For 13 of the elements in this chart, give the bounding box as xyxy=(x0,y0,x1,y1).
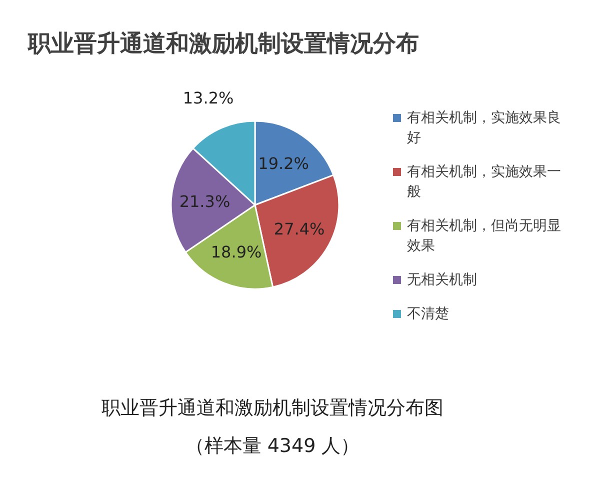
legend-label: 有相关机制，实施效果良好 xyxy=(407,109,561,148)
legend-label: 有相关机制，但尚无明显效果 xyxy=(407,217,561,256)
chart-title: 职业晋升通道和激励机制设置情况分布 xyxy=(28,30,419,59)
data-label: 18.9% xyxy=(210,242,262,262)
data-label: 19.2% xyxy=(258,154,310,173)
legend-label: 不清楚 xyxy=(407,305,449,324)
text: （样本量 4349 人） xyxy=(184,434,361,459)
data-label: 21.3% xyxy=(179,192,230,211)
legend-label: 有相关机制，实施效果一般 xyxy=(407,163,561,202)
data-label: 27.4% xyxy=(274,220,325,238)
text: 职业晋升通道和激励机制设置情况分布图 xyxy=(100,396,444,421)
legend-label: 无相关机制 xyxy=(407,271,477,290)
data-label: 13.2% xyxy=(182,88,234,108)
